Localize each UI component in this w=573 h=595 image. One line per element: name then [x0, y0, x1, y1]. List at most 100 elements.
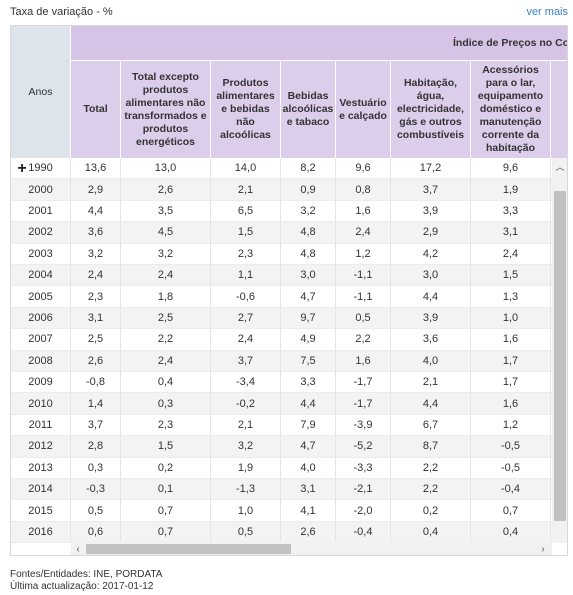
year-cell: 2010 — [11, 393, 71, 415]
scroll-left[interactable]: ‹ — [76, 543, 80, 555]
year-cell: 2011 — [11, 414, 71, 437]
value-cell: 1,8 — [121, 286, 211, 308]
value-cell: 1,9 — [211, 457, 281, 479]
value-cell: 1,2 — [471, 414, 551, 437]
h-scroll-thumb[interactable] — [86, 544, 291, 554]
value-cell: 3,1 — [71, 307, 121, 330]
value-cell: 3,2 — [121, 243, 211, 265]
year-cell: 1990 — [11, 158, 71, 180]
value-cell: 2,3 — [71, 286, 121, 308]
column-header: Habitação, água, electricidade, gás e ou… — [391, 61, 471, 158]
value-cell: 0,5 — [211, 521, 281, 544]
value-cell: 0,1 — [121, 479, 211, 501]
value-cell: 4,5 — [121, 222, 211, 244]
year-cell: 2005 — [11, 286, 71, 308]
value-cell: 2,7 — [211, 307, 281, 330]
value-cell: 3,3 — [471, 200, 551, 223]
value-cell: 3,5 — [121, 200, 211, 223]
year-cell: 2007 — [11, 329, 71, 351]
year-cell: 2014 — [11, 479, 71, 501]
value-cell: 13,6 — [71, 158, 121, 180]
column-header: Total — [71, 61, 121, 158]
value-cell: 4,4 — [71, 200, 121, 223]
value-cell: 4,4 — [281, 393, 336, 415]
value-cell: 9,7 — [281, 307, 336, 330]
year-cell: 2004 — [11, 265, 71, 287]
value-cell: 4,2 — [391, 243, 471, 265]
year-cell: 2003 — [11, 243, 71, 265]
value-cell: 1,6 — [336, 200, 391, 223]
value-cell: 3,2 — [71, 243, 121, 265]
value-cell: 1,4 — [71, 393, 121, 415]
value-cell: 1,6 — [336, 350, 391, 372]
value-cell: 4,7 — [281, 286, 336, 308]
value-cell: 8,7 — [391, 436, 471, 458]
value-cell: 2,6 — [71, 350, 121, 372]
value-cell: -0,4 — [336, 521, 391, 544]
value-cell: 4,4 — [391, 286, 471, 308]
value-cell: 6,5 — [211, 200, 281, 223]
value-cell: 1,6 — [471, 329, 551, 351]
value-cell: -0,5 — [471, 436, 551, 458]
value-cell: 1,3 — [471, 286, 551, 308]
value-cell: 0,7 — [471, 500, 551, 522]
year-cell: 2016 — [11, 521, 71, 544]
more-link[interactable]: ver mais — [526, 6, 568, 18]
group-header: Índice de Preços no Co — [71, 26, 567, 61]
value-cell: 2,4 — [71, 265, 121, 287]
value-cell: 3,1 — [471, 222, 551, 244]
value-cell: 3,3 — [281, 372, 336, 394]
value-cell: -0,6 — [211, 286, 281, 308]
scroll-right[interactable]: › — [541, 543, 545, 555]
v-scroll-thumb[interactable] — [554, 191, 566, 521]
value-cell: 0,5 — [71, 500, 121, 522]
expand-icon[interactable]: + — [17, 159, 27, 177]
value-cell: 0,6 — [71, 521, 121, 544]
value-cell: 2,5 — [121, 307, 211, 330]
value-cell: -2,1 — [336, 479, 391, 501]
value-cell: 1,9 — [471, 179, 551, 201]
value-cell: 1,7 — [471, 372, 551, 394]
value-cell: 3,1 — [281, 479, 336, 501]
value-cell: 17,2 — [391, 158, 471, 180]
value-cell: -0,8 — [71, 372, 121, 394]
value-cell: -1,1 — [336, 286, 391, 308]
value-cell: -5,2 — [336, 436, 391, 458]
data-table: Anos Índice de Preços no Co Total Total exc… — [10, 25, 568, 556]
value-cell: -1,7 — [336, 393, 391, 415]
value-cell: 0,4 — [471, 521, 551, 544]
value-cell: 4,8 — [281, 243, 336, 265]
value-cell: 2,3 — [211, 243, 281, 265]
value-cell: 2,1 — [211, 179, 281, 201]
column-header: Bebidas alcoólicas e tabaco — [281, 61, 336, 158]
value-cell: 2,3 — [121, 414, 211, 437]
value-cell: -0,5 — [471, 457, 551, 479]
value-cell: -1,7 — [336, 372, 391, 394]
value-cell: 3,7 — [391, 179, 471, 201]
value-cell: 0,2 — [121, 457, 211, 479]
value-cell: 1,0 — [471, 307, 551, 330]
value-cell: 2,1 — [211, 414, 281, 437]
value-cell: 3,9 — [391, 307, 471, 330]
value-cell: 1,0 — [211, 500, 281, 522]
value-cell: 9,6 — [336, 158, 391, 180]
value-cell: 0,5 — [336, 307, 391, 330]
value-cell: 2,9 — [71, 179, 121, 201]
year-cell: 2009 — [11, 372, 71, 394]
value-cell: 2,4 — [121, 265, 211, 287]
value-cell: -3,9 — [336, 414, 391, 437]
year-cell: 2015 — [11, 500, 71, 522]
value-cell: 8,2 — [281, 158, 336, 180]
scroll-up[interactable]: ︿ — [555, 161, 565, 172]
value-cell: 2,5 — [71, 329, 121, 351]
year-cell: 2006 — [11, 307, 71, 330]
value-cell: 9,6 — [471, 158, 551, 180]
value-cell: 3,0 — [391, 265, 471, 287]
value-cell: 2,9 — [391, 222, 471, 244]
year-cell: 2000 — [11, 179, 71, 201]
value-cell: 1,5 — [121, 436, 211, 458]
value-cell: 2,2 — [391, 457, 471, 479]
value-cell: 1,5 — [471, 265, 551, 287]
year-cell: 2001 — [11, 200, 71, 223]
